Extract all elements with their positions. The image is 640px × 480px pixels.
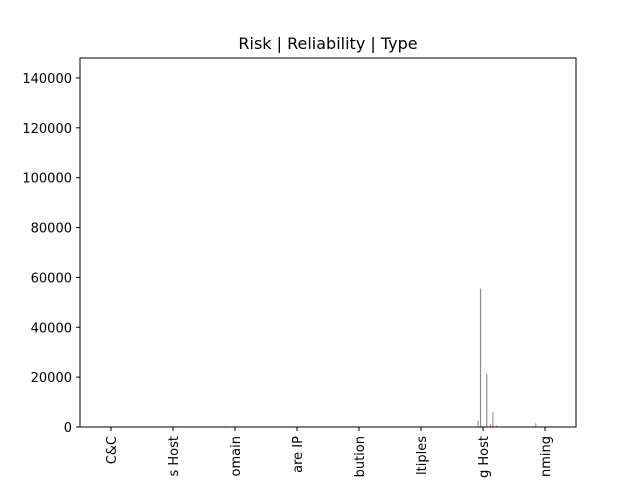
- y-tick-label: 60000: [31, 271, 72, 286]
- y-axis: 0 20000 40000 60000 80000 100000 120000 140000: [22, 72, 80, 436]
- bar: [486, 374, 488, 427]
- bar: [496, 425, 498, 427]
- y-tick-label: 100000: [22, 172, 72, 187]
- y-tick-label: 120000: [22, 122, 72, 137]
- y-tick-label: 20000: [31, 371, 72, 386]
- bar: [225, 425, 227, 427]
- x-tick-label: g Host: [477, 436, 492, 478]
- bar: [492, 412, 494, 427]
- y-tick-label: 40000: [31, 321, 72, 336]
- bar: [535, 423, 537, 427]
- y-tick-label: 0: [64, 421, 72, 436]
- x-tick-label: ltiples: [415, 436, 430, 475]
- y-tick-label: 80000: [31, 222, 72, 237]
- x-tick-label: s Host: [167, 436, 182, 477]
- x-tick-label: C&C: [105, 436, 120, 464]
- plot-frame: [79, 57, 577, 428]
- x-tick-label: are IP: [291, 436, 306, 473]
- bar: [489, 424, 492, 427]
- chart-title: Risk | Reliability | Type: [238, 34, 417, 53]
- y-tick-label: 140000: [22, 72, 72, 87]
- x-tick-label: nming: [539, 436, 554, 477]
- bars-layer: [175, 288, 543, 427]
- x-axis: C&C s Host omain are IP bution ltiples g Host n…: [105, 427, 554, 478]
- bar: [477, 420, 479, 427]
- x-tick-label: omain: [229, 436, 244, 476]
- x-tick-label: bution: [353, 436, 368, 477]
- bar: [479, 288, 482, 427]
